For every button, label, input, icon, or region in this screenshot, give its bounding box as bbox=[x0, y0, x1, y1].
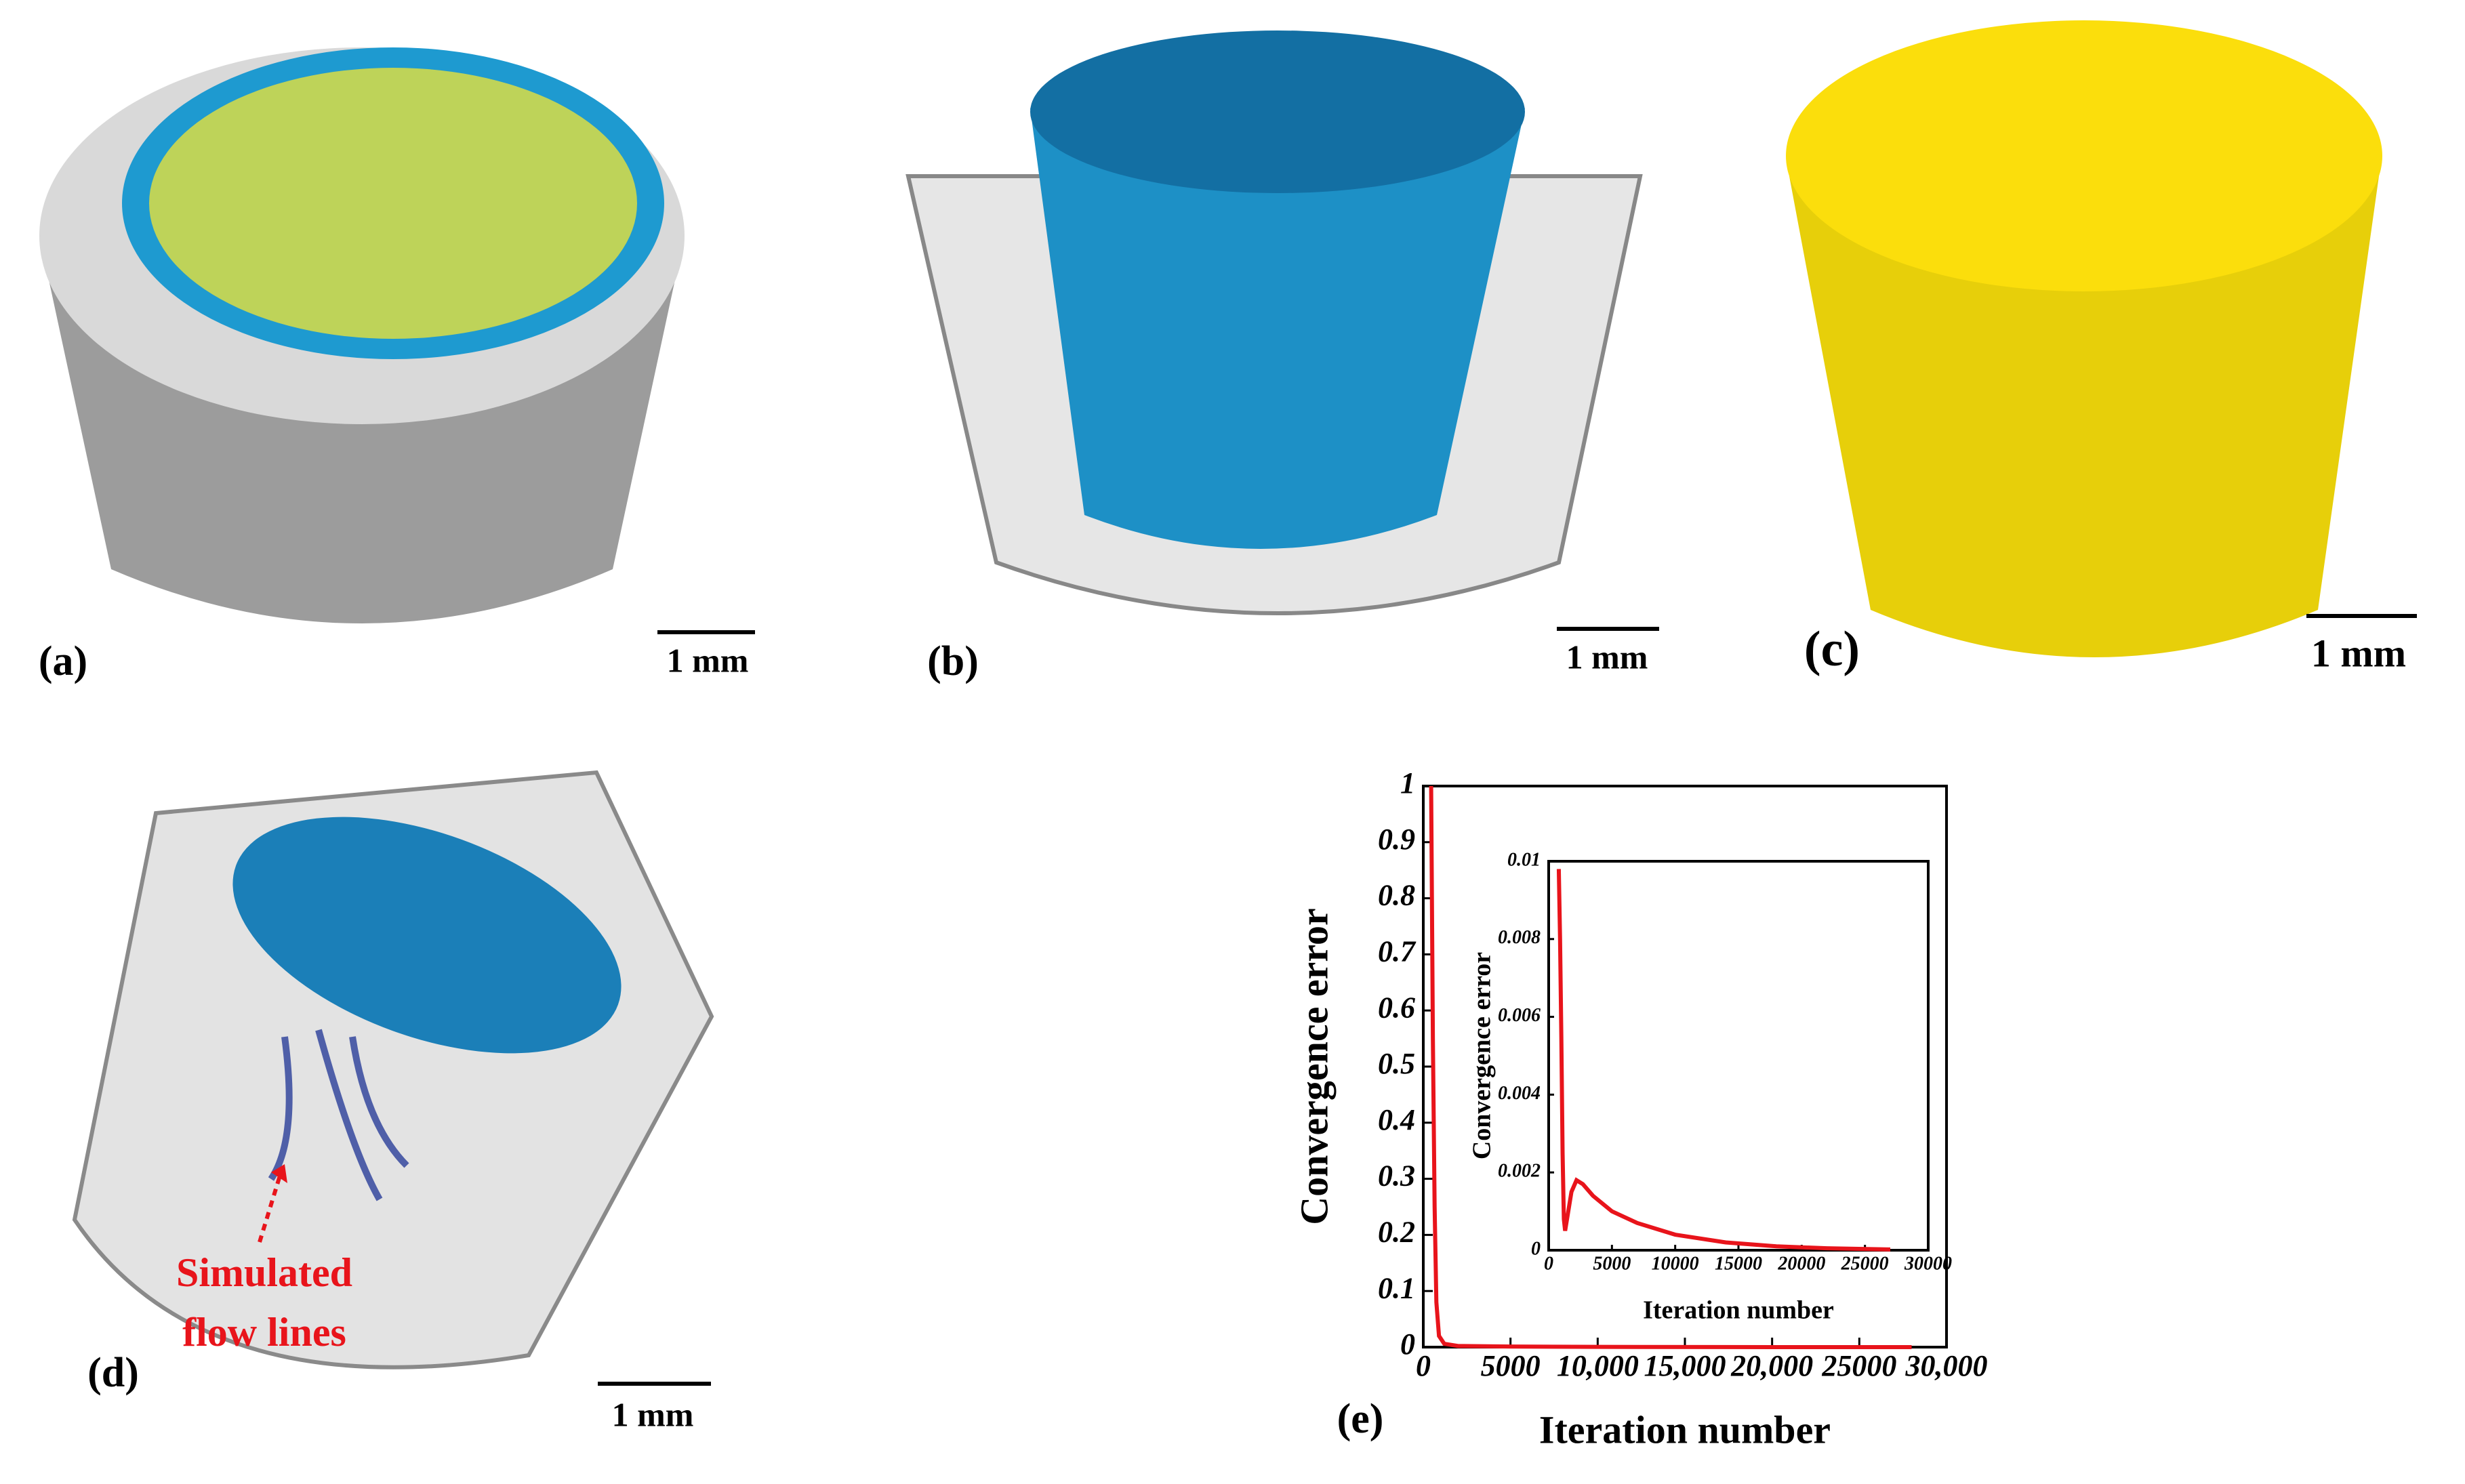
y-tick-label: 0.2 bbox=[1378, 1215, 1415, 1248]
scale-label: 1 mm bbox=[667, 641, 749, 679]
line bbox=[1429, 785, 1912, 1349]
panel-label: (a) bbox=[39, 638, 87, 684]
y-tick-label: 0.5 bbox=[1378, 1047, 1415, 1080]
render-a bbox=[39, 47, 685, 623]
panel-label: (d) bbox=[87, 1350, 139, 1396]
x-axis-label: Iteration number bbox=[1643, 1296, 1834, 1325]
x-axis-label: Iteration number bbox=[1539, 1407, 1831, 1451]
y-tick-label: 0.7 bbox=[1378, 934, 1417, 968]
y-tick-label: 1 bbox=[1400, 766, 1415, 800]
annotation: flow lines bbox=[182, 1310, 346, 1355]
y-tick-label: 0.01 bbox=[1507, 849, 1541, 870]
x-tick-label: 25000 bbox=[1821, 1349, 1896, 1382]
annotation: Simulated bbox=[176, 1250, 352, 1295]
y-tick-label: 0.6 bbox=[1378, 991, 1415, 1024]
x-tick-label: 10000 bbox=[1652, 1253, 1699, 1274]
y-tick-label: 0.006 bbox=[1498, 1005, 1541, 1026]
y-tick-label: 0.3 bbox=[1378, 1159, 1415, 1193]
x-tick-label: 15,000 bbox=[1644, 1349, 1726, 1382]
x-tick-label: 10,000 bbox=[1557, 1349, 1639, 1382]
x-tick-label: 30000 bbox=[1904, 1253, 1952, 1274]
y-tick-label: 0.8 bbox=[1378, 879, 1415, 912]
x-tick-label: 30,000 bbox=[1905, 1349, 1988, 1382]
x-tick-label: 25000 bbox=[1841, 1253, 1889, 1274]
y-tick-label: 0.9 bbox=[1378, 823, 1415, 856]
panel-label: (c) bbox=[1804, 621, 1860, 677]
y-tick-label: 0 bbox=[1400, 1327, 1415, 1361]
y-tick-label: 0.004 bbox=[1498, 1083, 1541, 1104]
x-tick-label: 20,000 bbox=[1730, 1349, 1813, 1382]
render-d bbox=[72, 770, 714, 1369]
y-tick-label: 0.4 bbox=[1378, 1103, 1415, 1136]
y-tick-label: 0 bbox=[1531, 1238, 1541, 1259]
line bbox=[1556, 869, 1891, 1252]
x-tick-label: 0 bbox=[1416, 1349, 1431, 1382]
panel-label: (e) bbox=[1337, 1396, 1384, 1442]
y-axis-label: Convergence error bbox=[1468, 952, 1496, 1159]
y-axis-label: Convergence error bbox=[1292, 908, 1336, 1225]
y-tick-label: 0.1 bbox=[1378, 1271, 1415, 1304]
y-tick-label: 0.008 bbox=[1498, 927, 1541, 948]
x-tick-label: 0 bbox=[1544, 1253, 1553, 1274]
render-c bbox=[1786, 20, 2382, 657]
x-tick-label: 20000 bbox=[1777, 1253, 1825, 1274]
panel-label: (b) bbox=[927, 638, 979, 684]
x-tick-label: 5000 bbox=[1481, 1349, 1541, 1382]
plot-area bbox=[1547, 860, 1930, 1252]
x-tick-label: 15000 bbox=[1715, 1253, 1762, 1274]
scale-label: 1 mm bbox=[612, 1395, 694, 1433]
scale-label: 1 mm bbox=[2311, 631, 2406, 675]
scale-label: 1 mm bbox=[1566, 638, 1648, 676]
y-tick-label: 0.002 bbox=[1498, 1161, 1541, 1182]
x-tick-label: 5000 bbox=[1593, 1253, 1631, 1274]
render-b bbox=[905, 30, 1643, 615]
